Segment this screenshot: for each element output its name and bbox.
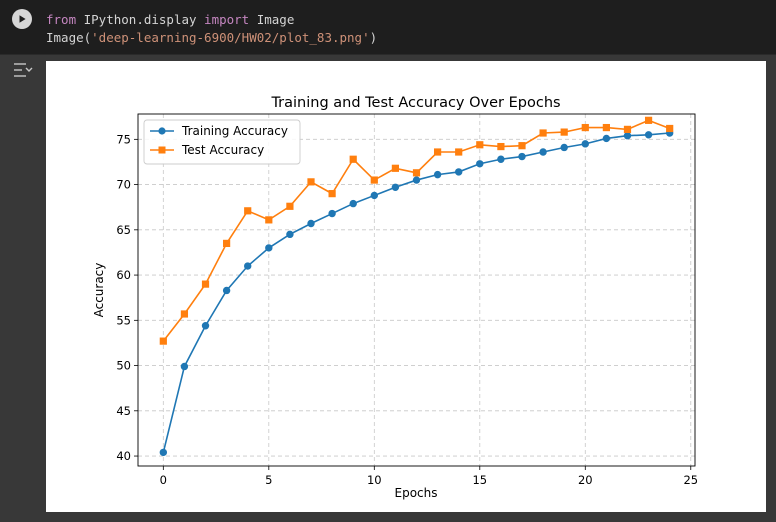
x-axis-label: Epochs	[395, 486, 438, 500]
y-tick-label: 50	[116, 359, 131, 373]
data-point-training	[159, 448, 168, 457]
data-point-test	[497, 142, 505, 151]
data-point-training	[201, 322, 210, 330]
legend-marker-test	[158, 146, 166, 154]
data-point-test	[223, 239, 231, 247]
data-point-training	[476, 160, 484, 168]
data-point-training	[222, 286, 231, 295]
data-point-training	[497, 155, 505, 163]
code-import-name: Image	[249, 12, 295, 27]
data-point-training	[454, 168, 463, 176]
output-toggle-button[interactable]	[12, 61, 34, 79]
x-tick-label: 10	[367, 473, 382, 487]
legend-box	[143, 119, 301, 165]
code-text[interactable]: from IPython.display import Image Image(…	[46, 11, 377, 47]
data-point-training	[623, 132, 632, 140]
data-point-test	[286, 202, 294, 210]
accuracy-chart: 0 5 10 15 20 25 40 45 50 55 60 65 70 75 Training and …	[92, 95, 698, 500]
data-point-test	[159, 337, 167, 345]
data-point-training	[349, 199, 357, 208]
chart-title: Training and Test Accuracy Over Epochs	[270, 95, 560, 111]
data-point-training	[180, 362, 189, 371]
data-point-test	[244, 207, 252, 215]
data-point-training	[328, 209, 336, 218]
data-point-test	[370, 176, 378, 184]
data-point-test	[560, 128, 568, 136]
data-point-training	[370, 191, 379, 200]
data-point-training	[560, 143, 568, 152]
data-point-test	[328, 190, 336, 198]
data-point-test	[518, 142, 526, 150]
data-point-test	[433, 148, 442, 156]
run-cell-button[interactable]	[12, 9, 32, 29]
data-point-test	[180, 310, 189, 318]
legend: Training Accuracy Test Accuracy	[143, 119, 301, 165]
data-point-test	[391, 164, 400, 172]
data-point-test	[349, 155, 357, 163]
code-string: 'deep-learning-6900/HW02/plot_83.png'	[91, 30, 370, 45]
y-tick-label: 55	[116, 313, 131, 327]
data-point-training	[518, 152, 526, 161]
output-toggle-icon	[14, 63, 33, 77]
code-call: Image(	[46, 30, 92, 45]
x-tick-label: 20	[578, 473, 593, 487]
y-tick-label: 45	[116, 404, 131, 418]
data-point-training	[307, 219, 315, 228]
data-point-test	[455, 148, 463, 156]
data-point-training	[412, 176, 421, 184]
x-tick-label: 5	[265, 473, 272, 487]
code-module: IPython.display	[76, 12, 205, 27]
data-point-training	[391, 183, 400, 191]
y-tick-label: 70	[116, 178, 131, 192]
cell-output: 0 5 10 15 20 25 40 45 50 55 60 65 70 75 Training and …	[46, 61, 766, 512]
data-point-test	[581, 123, 589, 132]
data-point-test	[307, 178, 315, 186]
data-point-training	[433, 170, 442, 179]
x-tick-label: 15	[472, 473, 487, 487]
data-point-training	[581, 140, 589, 148]
y-tick-label: 60	[116, 268, 131, 282]
data-point-training	[286, 230, 294, 239]
data-point-training	[644, 131, 653, 139]
y-tick-label: 65	[116, 223, 131, 237]
data-point-training	[244, 262, 252, 270]
data-point-test	[623, 125, 632, 133]
code-close-paren: )	[369, 30, 378, 45]
legend-label-test: Test Accuracy	[181, 143, 264, 157]
legend-label-training: Training Accuracy	[181, 124, 288, 138]
plot-frame	[137, 113, 696, 467]
data-point-test	[201, 280, 210, 288]
legend-marker-training	[158, 127, 166, 135]
data-point-training	[539, 148, 547, 156]
data-point-test	[539, 129, 547, 137]
data-point-test	[265, 216, 273, 224]
y-axis-label: Accuracy	[92, 263, 106, 318]
data-point-test	[644, 116, 653, 124]
data-point-training	[265, 244, 273, 252]
data-point-test	[412, 169, 421, 177]
data-point-test	[666, 124, 674, 133]
y-tick-label: 75	[116, 132, 131, 146]
x-tick-label: 0	[160, 473, 167, 487]
data-point-training	[602, 134, 611, 143]
code-keyword-import: import	[204, 12, 250, 27]
play-icon	[19, 15, 26, 23]
code-editor[interactable]: from IPython.display import Image Image(…	[0, 0, 776, 55]
data-point-test	[476, 141, 484, 149]
data-point-test	[602, 123, 610, 132]
code-keyword-from: from	[46, 12, 77, 27]
x-tick-label: 25	[683, 473, 698, 487]
y-tick-label: 40	[116, 449, 131, 463]
